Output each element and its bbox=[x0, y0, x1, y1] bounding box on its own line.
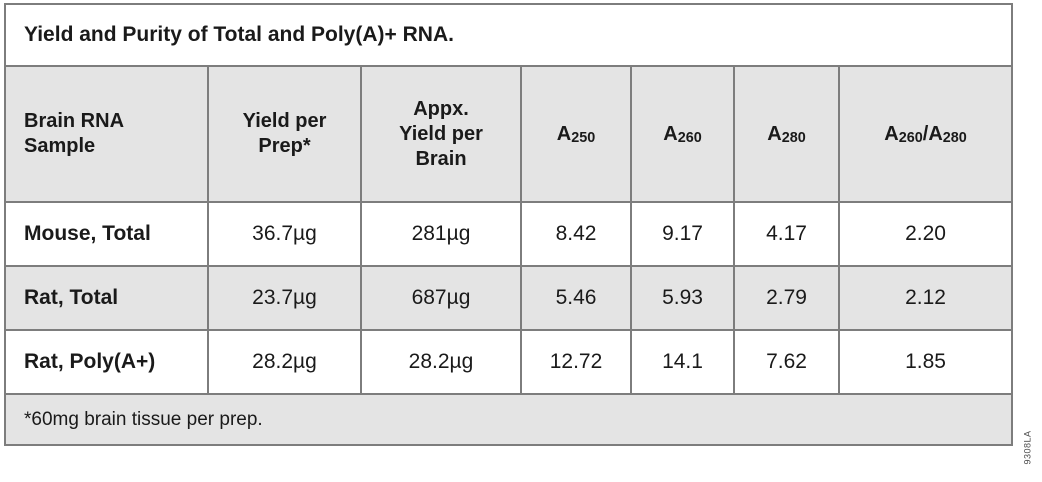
cell-a280: 7.62 bbox=[733, 329, 840, 395]
header-ratio-sub1: 260 bbox=[898, 130, 923, 147]
cell-sample: Mouse, Total bbox=[4, 201, 209, 267]
header-a260-base: A bbox=[663, 122, 678, 145]
header-brain-rna-sample: Brain RNA Sample bbox=[4, 65, 209, 203]
cell-a260: 14.1 bbox=[630, 329, 735, 395]
cell-sample: Rat, Poly(A+) bbox=[4, 329, 209, 395]
table-row-mouse-total: Mouse, Total 36.7µg 281µg 8.42 9.17 4.17… bbox=[4, 201, 1014, 267]
rna-yield-table: Yield and Purity of Total and Poly(A)+ R… bbox=[3, 3, 1014, 446]
cell-a260-a280: 2.12 bbox=[837, 265, 1014, 331]
header-ratio-base1: A bbox=[884, 122, 899, 145]
header-a250-base: A bbox=[556, 122, 572, 145]
header-ratio-divider: / bbox=[922, 122, 929, 145]
header-a260-sub: 260 bbox=[677, 130, 702, 147]
header-yield-per-brain: Appx. Yield per Brain bbox=[360, 65, 522, 203]
table-row-rat-polya: Rat, Poly(A+) 28.2µg 28.2µg 12.72 14.1 7… bbox=[4, 329, 1014, 395]
table-header-row: Brain RNA Sample Yield per Prep* Appx. Y… bbox=[4, 65, 1014, 203]
header-a250: A250 bbox=[520, 65, 632, 203]
cell-a280: 2.79 bbox=[733, 265, 840, 331]
table-title: Yield and Purity of Total and Poly(A)+ R… bbox=[3, 3, 1014, 67]
header-a280-sub: 280 bbox=[781, 130, 806, 147]
cell-a250: 5.46 bbox=[520, 265, 632, 331]
cell-yield-per-brain: 281µg bbox=[360, 201, 522, 267]
cell-a260: 9.17 bbox=[630, 201, 735, 267]
cell-yield-per-brain: 687µg bbox=[360, 265, 522, 331]
cell-a280: 4.17 bbox=[733, 201, 840, 267]
cell-yield-per-prep: 36.7µg bbox=[207, 201, 362, 267]
header-a260-a280-ratio: A260/A280 bbox=[837, 65, 1014, 203]
cell-sample: Rat, Total bbox=[4, 265, 209, 331]
cell-a260-a280: 2.20 bbox=[837, 201, 1014, 267]
table-title-row: Yield and Purity of Total and Poly(A)+ R… bbox=[3, 3, 1014, 67]
header-ratio-sub2: 280 bbox=[942, 130, 967, 147]
table-footnote: *60mg brain tissue per prep. bbox=[3, 393, 1014, 446]
cell-yield-per-prep: 28.2µg bbox=[207, 329, 362, 395]
cell-yield-per-brain: 28.2µg bbox=[360, 329, 522, 395]
header-yield-per-prep: Yield per Prep* bbox=[207, 65, 362, 203]
table-footnote-row: *60mg brain tissue per prep. bbox=[3, 393, 1014, 446]
cell-a260: 5.93 bbox=[630, 265, 735, 331]
rna-yield-table-figure: Yield and Purity of Total and Poly(A)+ R… bbox=[3, 3, 1014, 446]
header-a260: A260 bbox=[630, 65, 735, 203]
cell-a250: 8.42 bbox=[520, 201, 632, 267]
header-a280: A280 bbox=[733, 65, 840, 203]
cell-yield-per-prep: 23.7µg bbox=[207, 265, 362, 331]
figure-code-watermark: 9308LA bbox=[1022, 430, 1033, 465]
header-a280-base: A bbox=[767, 122, 782, 145]
cell-a250: 12.72 bbox=[520, 329, 632, 395]
cell-a260-a280: 1.85 bbox=[837, 329, 1014, 395]
header-ratio-base2: A bbox=[928, 122, 943, 145]
header-a250-sub: 250 bbox=[571, 130, 596, 147]
table-row-rat-total: Rat, Total 23.7µg 687µg 5.46 5.93 2.79 2… bbox=[4, 265, 1014, 331]
